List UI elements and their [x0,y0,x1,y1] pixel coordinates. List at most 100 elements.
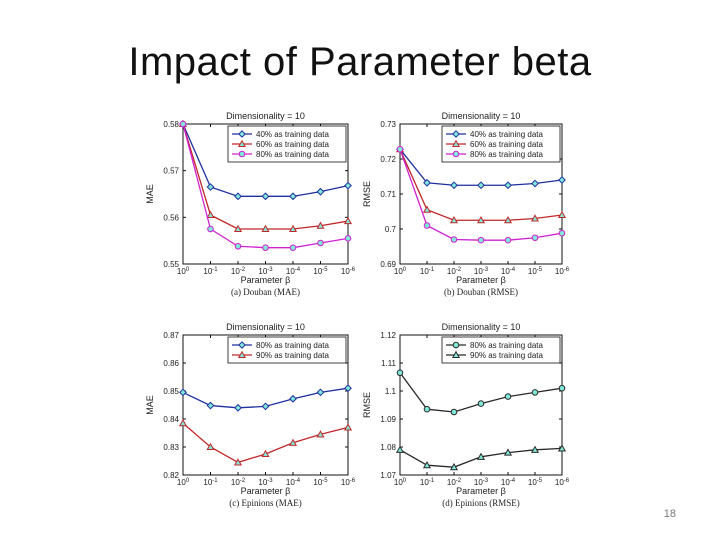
data-point [289,394,297,403]
data-point [343,423,353,431]
legend-label: 80% as training data [256,341,329,350]
y-tick-label: 0.73 [380,120,396,129]
data-point [531,179,539,188]
legend-marker [451,350,461,359]
data-point [206,401,215,410]
slide-title: Impact of Parameter beta [128,40,592,84]
data-point [316,388,325,397]
data-point [233,224,243,233]
x-tick-label: 10-3 [258,267,273,276]
chart-caption: (d) Epinions (RMSE) [442,498,520,508]
y-axis-label: RMSE [362,181,372,207]
x-tick-label: 10-3 [474,267,489,276]
data-point [557,444,567,452]
data-point [317,239,324,247]
data-point [206,183,215,191]
data-point [288,438,298,446]
data-point [207,225,214,233]
x-axis-label: Parameter β [456,486,506,496]
data-point [450,181,458,190]
data-point [261,192,270,201]
x-tick-label: 10-3 [258,478,273,487]
data-point [423,178,431,187]
x-tick-label: 10-5 [528,478,543,487]
x-tick-label: 10-6 [341,478,356,487]
y-axis-label: RMSE [362,392,372,418]
x-tick-label: 10-2 [231,478,246,487]
x-tick-label: 10-4 [501,267,516,276]
y-axis-label: MAE [145,184,155,204]
y-tick-label: 0.85 [163,387,179,396]
data-point [476,216,486,224]
chart-panel-3: 0.82 0.83 0.84 0.85 0.86 0.87 100 10-1 10-2 10-3 1… [145,322,356,508]
data-point [261,402,270,411]
x-tick-label: 10-3 [474,478,489,487]
data-point [504,236,512,244]
data-point [396,369,404,377]
data-point [206,210,215,219]
data-point [206,442,215,451]
data-point [558,384,566,392]
y-tick-label: 0.55 [163,260,179,269]
legend-marker [237,350,247,359]
legend-marker [452,341,460,349]
x-axis-label: Parameter β [241,275,291,285]
data-point [477,181,485,190]
data-point [477,400,485,407]
data-point [289,244,297,251]
legend-label: 60% as training data [470,140,543,149]
x-tick-label: 10-2 [447,478,462,487]
data-point [262,244,269,251]
data-point [179,388,187,397]
chart-panel-1: 0.55 0.56 0.57 0.58 100 10-1 10-2 10-3 10-4 10-5 1… [145,111,356,297]
legend-marker [238,130,246,138]
x-tick-label: 10-5 [313,267,328,276]
y-tick-label: 0.72 [380,155,396,164]
chart-caption: (c) Epinions (MAE) [229,498,301,508]
x-tick-label: 100 [394,478,407,487]
legend-label: 80% as training data [470,341,543,350]
data-point [316,430,325,438]
chart-title: Dimensionality = 10 [226,322,305,332]
data-point [503,448,513,456]
x-tick-label: 10-6 [341,267,356,276]
chart-panel-2: 0.69 0.7 0.71 0.72 0.73 100 10-1 10-2 10-3 10-4 10… [362,111,570,297]
data-point [343,216,353,225]
y-tick-label: 0.57 [163,167,179,176]
x-tick-label: 100 [394,267,407,276]
y-tick-label: 1.11 [381,359,397,368]
data-point [344,384,352,393]
y-tick-label: 0.69 [380,260,396,269]
data-point [531,234,539,242]
legend-label: 80% as training data [256,150,329,159]
data-point [504,393,512,400]
y-tick-label: 0.56 [163,213,179,222]
data-point [531,389,539,396]
data-point [557,210,567,219]
legend-marker [237,139,247,148]
data-point [476,452,486,460]
x-tick-label: 10-6 [555,478,570,487]
x-tick-label: 100 [177,478,190,487]
data-point [396,145,404,153]
data-point [288,224,298,233]
x-tick-label: 10-4 [501,478,516,487]
data-point [234,242,242,250]
legend-label: 60% as training data [256,140,329,149]
data-point [504,181,512,190]
data-point [449,216,459,224]
x-tick-label: 10-2 [447,267,462,276]
legend-marker [238,341,246,349]
chart-title: Dimensionality = 10 [226,111,305,121]
legend-label: 80% as training data [470,150,543,159]
x-tick-label: 10-1 [203,478,218,487]
chart-caption: (b) Douban (RMSE) [444,287,518,297]
data-point [261,224,270,233]
x-tick-label: 100 [177,267,190,276]
chart-title: Dimensionality = 10 [442,322,521,332]
data-point [477,236,485,244]
data-point [558,229,566,237]
legend-marker [452,150,460,158]
